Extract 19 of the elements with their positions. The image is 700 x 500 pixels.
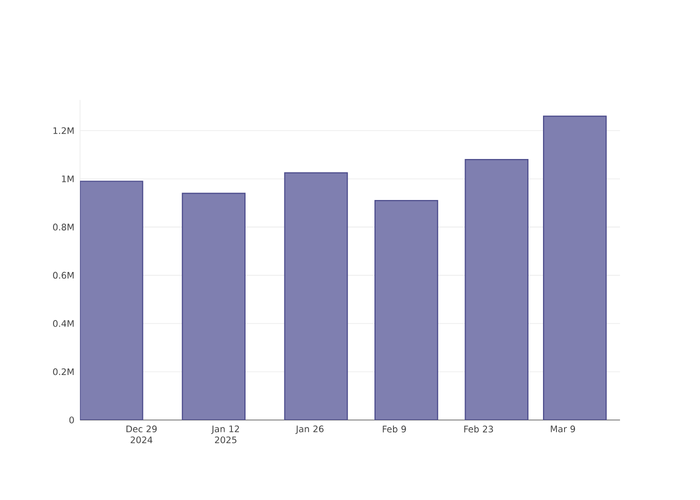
y-tick-label: 0.4M [53,320,74,327]
y-tick-label: 0.6M [53,272,74,279]
x-tick-label: Feb 9 [382,426,406,432]
bar [182,192,246,420]
x-tick-label: Jan 26 [295,426,324,434]
y-tick-label: 0.8M [53,224,74,230]
x-tick-label: Mar 9 [550,426,575,432]
bar [374,200,438,420]
x-tick-label: Jan 12 2025 [211,426,239,444]
bar [80,180,144,420]
bar [464,159,528,420]
y-tick-label: 1M [62,176,74,182]
y-tick-label: 0.2M [53,368,74,376]
y-tick-label: 0 [69,416,74,424]
bar [284,172,348,420]
bar [543,116,607,420]
y-tick-label: 1.2M [53,127,74,134]
x-tick-label: Dec 29 2024 [126,426,157,444]
x-tick-label: Feb 23 [464,426,493,432]
